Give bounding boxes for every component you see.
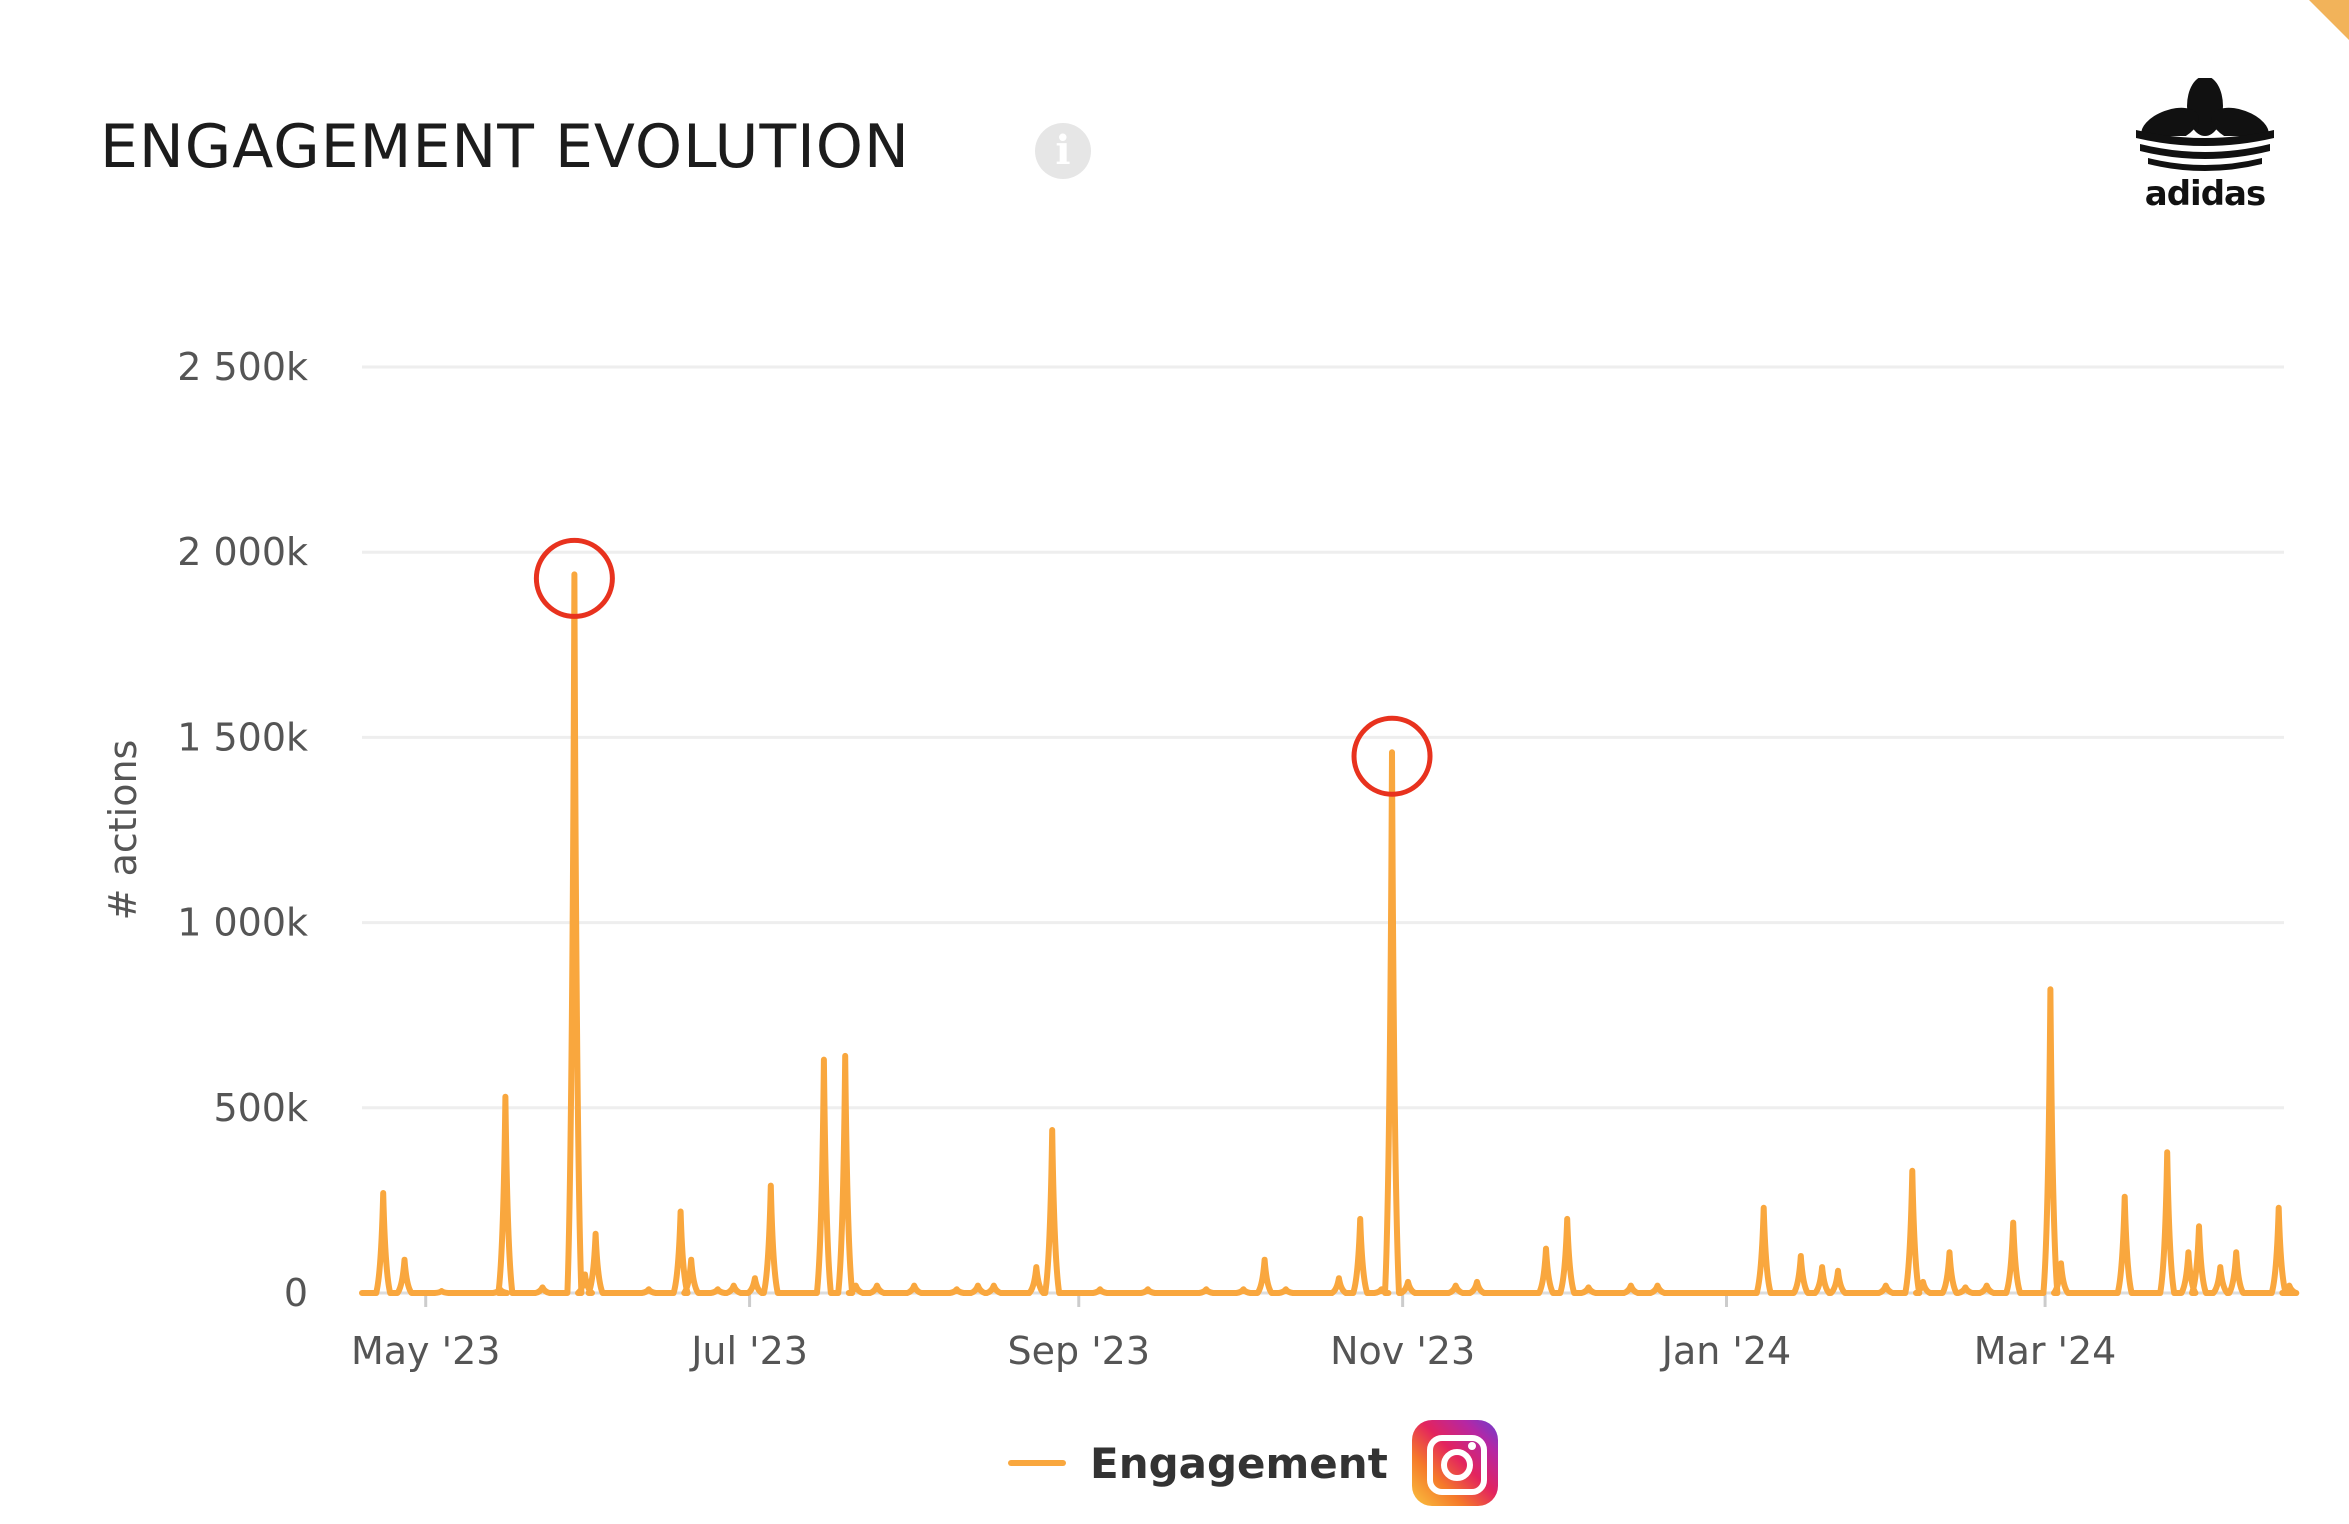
data-point	[769, 1184, 773, 1188]
data-point	[1098, 1287, 1102, 1291]
y-tick-label: 2 500k	[177, 345, 308, 389]
data-point	[1948, 1250, 1952, 1254]
data-point	[402, 1258, 406, 1262]
data-point	[1799, 1254, 1803, 1258]
data-point	[440, 1289, 444, 1293]
y-tick-label: 2 000k	[177, 530, 308, 574]
data-point	[594, 1232, 598, 1236]
x-tick-label: Sep '23	[1008, 1329, 1151, 1373]
data-point	[2186, 1250, 2190, 1254]
data-point	[647, 1287, 651, 1291]
data-point	[1050, 1128, 1054, 1132]
data-point	[1655, 1284, 1659, 1288]
data-point	[1629, 1284, 1633, 1288]
data-point	[1454, 1284, 1458, 1288]
data-point	[381, 1191, 385, 1195]
data-point	[1910, 1169, 1914, 1173]
data-point	[583, 1272, 587, 1276]
y-tick-label: 1 000k	[177, 901, 308, 945]
x-axis-ticks: May '23 Jul '23 Sep '23 Nov '23 Jan '24 Mar '…	[351, 1293, 2116, 1373]
x-tick-label: May '23	[351, 1329, 500, 1373]
data-point	[2234, 1250, 2238, 1254]
corner-accent	[2309, 0, 2349, 40]
data-point	[1337, 1276, 1341, 1280]
data-point	[1963, 1285, 1967, 1289]
legend[interactable]: Engagement	[1008, 1408, 1498, 1518]
y-tick-label: 0	[284, 1271, 308, 1315]
data-point	[1836, 1269, 1840, 1273]
data-point	[1586, 1285, 1590, 1289]
data-point	[716, 1287, 720, 1291]
trefoil-icon	[2130, 76, 2280, 176]
highlight-layer	[533, 537, 1433, 797]
info-icon[interactable]: i	[1035, 123, 1091, 179]
y-axis-ticks: 0 500k 1 000k 1 500k 2 000k 2 500k	[177, 345, 308, 1315]
data-point	[976, 1284, 980, 1288]
data-point	[1544, 1247, 1548, 1251]
data-point	[503, 1095, 507, 1099]
data-point	[955, 1287, 959, 1291]
data-point	[1204, 1287, 1208, 1291]
data-point	[1358, 1217, 1362, 1221]
data-point	[1884, 1284, 1888, 1288]
data-point	[1284, 1287, 1288, 1291]
data-point	[2011, 1221, 2015, 1225]
series-layer	[359, 571, 2300, 1296]
data-point	[912, 1284, 916, 1288]
data-point	[1921, 1280, 1925, 1284]
data-point	[2165, 1150, 2169, 1154]
legend-series-label: Engagement	[1090, 1438, 1388, 1488]
data-point	[992, 1284, 996, 1288]
data-point	[1406, 1280, 1410, 1284]
data-point	[498, 1287, 502, 1291]
data-point	[2218, 1265, 2222, 1269]
data-point	[1985, 1284, 1989, 1288]
x-tick-label: Mar '24	[1974, 1329, 2117, 1373]
data-point	[1762, 1206, 1766, 1210]
data-point	[753, 1276, 757, 1280]
data-point	[1820, 1265, 1824, 1269]
y-axis-label: # actions	[101, 740, 145, 921]
data-point	[1565, 1217, 1569, 1221]
highlight-circle	[1351, 715, 1433, 797]
data-point	[2123, 1195, 2127, 1199]
series-line-engagement	[359, 571, 2300, 1296]
data-point	[689, 1258, 693, 1262]
data-point	[822, 1058, 826, 1062]
data-point	[1263, 1258, 1267, 1262]
data-point	[572, 572, 576, 576]
instagram-icon	[1411, 1420, 1498, 1506]
grid-lines	[362, 365, 2284, 1295]
data-point	[1146, 1287, 1150, 1291]
y-tick-label: 500k	[213, 1086, 308, 1130]
data-point	[2197, 1224, 2201, 1228]
chart-title: ENGAGEMENT EVOLUTION	[100, 112, 910, 182]
data-point	[1475, 1280, 1479, 1284]
data-point	[1379, 1287, 1383, 1291]
adidas-logo: adidas	[2130, 76, 2280, 218]
data-point	[2277, 1206, 2281, 1210]
data-point	[732, 1284, 736, 1288]
data-point	[854, 1284, 858, 1288]
x-tick-label: Nov '23	[1330, 1329, 1475, 1373]
data-point	[1241, 1287, 1245, 1291]
data-point	[2048, 987, 2052, 991]
engagement-chart: 0 500k 1 000k 1 500k 2 000k 2 500k May '23 Jul…	[101, 345, 2300, 1373]
logo-text: adidas	[2144, 174, 2266, 214]
data-point	[2059, 1261, 2063, 1265]
y-tick-label: 1 500k	[177, 715, 308, 759]
data-point	[843, 1054, 847, 1058]
highlight-circle	[533, 537, 615, 619]
legend-series-line	[1008, 1460, 1066, 1466]
data-point	[541, 1285, 545, 1289]
data-point	[1034, 1265, 1038, 1269]
x-tick-label: Jul '23	[689, 1329, 808, 1373]
x-tick-label: Jan '24	[1660, 1329, 1791, 1373]
data-point	[679, 1210, 683, 1214]
data-point	[2287, 1284, 2291, 1288]
data-point	[1390, 750, 1394, 754]
data-point	[875, 1284, 879, 1288]
